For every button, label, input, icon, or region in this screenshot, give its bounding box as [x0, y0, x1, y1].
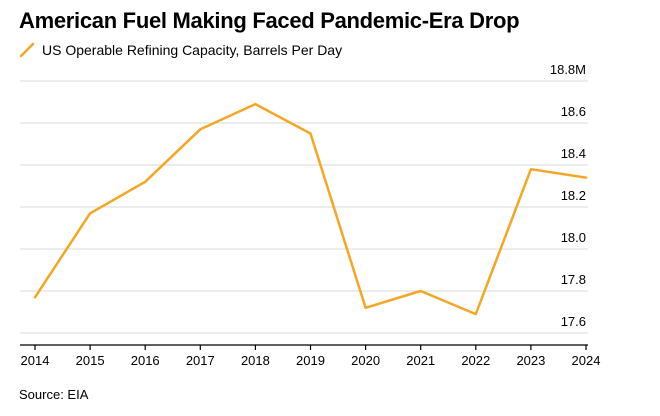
legend-line-icon: [19, 42, 35, 58]
y-tick-label: 17.6: [561, 314, 586, 329]
x-tick-label: 2021: [406, 353, 435, 368]
y-tick-label: 18.0: [561, 230, 586, 245]
series-line: [33, 102, 588, 316]
x-tick-label: 2015: [76, 353, 105, 368]
source-note: Source: EIA: [19, 387, 89, 402]
y-tick-label: 17.8: [561, 272, 586, 287]
x-tick-label: 2020: [351, 353, 380, 368]
y-tick-label: 18.4: [561, 146, 586, 161]
x-tick-label: 2017: [186, 353, 215, 368]
y-tick-label: 18.2: [561, 188, 586, 203]
y-tick-label: 18.8M: [550, 62, 586, 77]
x-tick-label: 2019: [296, 353, 325, 368]
x-tick-label: 2014: [21, 353, 50, 368]
x-tick-label: 2022: [461, 353, 490, 368]
x-tick-label: 2018: [241, 353, 270, 368]
legend: US Operable Refining Capacity, Barrels P…: [19, 42, 342, 58]
x-tick-label: 2024: [572, 353, 601, 368]
y-tick-label: 18.6: [561, 104, 586, 119]
x-tick-label: 2023: [516, 353, 545, 368]
chart-title: American Fuel Making Faced Pandemic-Era …: [19, 8, 520, 33]
legend-label: US Operable Refining Capacity, Barrels P…: [42, 42, 343, 58]
x-tick-label: 2016: [131, 353, 160, 368]
